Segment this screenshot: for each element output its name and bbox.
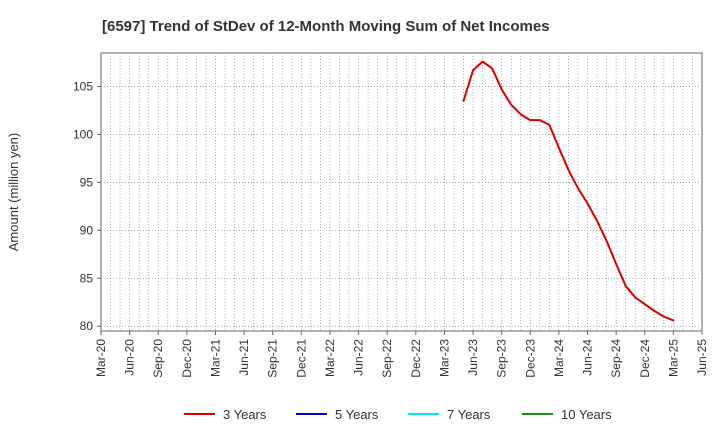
legend: 3 Years 5 Years 7 Years 10 Years: [184, 407, 612, 422]
y-tick-label: 100: [73, 127, 93, 141]
x-tick-label: Jun-20: [123, 339, 137, 376]
y-tick-label: 85: [80, 271, 94, 285]
x-tick-label: Dec-24: [638, 339, 652, 378]
legend-label: 7 Years: [447, 407, 491, 422]
x-tick-label: Mar-20: [94, 339, 108, 377]
x-tick-label: Sep-22: [380, 339, 394, 378]
x-tick-label: Dec-23: [523, 339, 537, 378]
x-axis: Mar-20 Jun-20 Sep-20 Dec-20 Mar-21 Jun-21 Sep-…: [94, 331, 709, 378]
x-tick-label: Mar-21: [208, 339, 222, 377]
x-tick-label: Jun-21: [237, 339, 251, 376]
y-tick-label: 80: [80, 319, 94, 333]
x-tick-label: Jun-22: [352, 339, 366, 376]
x-tick-label: Dec-21: [294, 339, 308, 378]
series-lines: [462, 60, 675, 322]
x-tick-label: Mar-22: [323, 339, 337, 377]
x-tick-label: Mar-23: [437, 339, 451, 377]
grid: [101, 53, 702, 331]
x-tick-label: Sep-24: [609, 339, 623, 378]
x-tick-label: Sep-23: [495, 339, 509, 378]
x-tick-label: Mar-25: [666, 339, 680, 377]
x-tick-label: Jun-24: [581, 339, 595, 376]
legend-label: 5 Years: [335, 407, 379, 422]
x-tick-label: Dec-20: [180, 339, 194, 378]
legend-label: 10 Years: [561, 407, 612, 422]
y-tick-label: 95: [80, 175, 94, 189]
legend-label: 3 Years: [223, 407, 267, 422]
plot-area: [100, 52, 703, 332]
chart-title: [6597] Trend of StDev of 12-Month Moving…: [102, 18, 550, 35]
x-tick-label: Jun-23: [466, 339, 480, 376]
y-tick-label: 90: [80, 223, 94, 237]
x-tick-label: Sep-20: [151, 339, 165, 378]
y-axis: 80 85 90 95 100 105: [73, 80, 101, 333]
y-tick-label: 105: [73, 80, 93, 94]
x-tick-label: Mar-24: [552, 339, 566, 377]
series-line: [462, 60, 675, 322]
y-axis-label: Amount (million yen): [6, 133, 21, 252]
x-tick-label: Dec-22: [409, 339, 423, 378]
x-tick-label: Jun-25: [695, 339, 709, 376]
x-tick-label: Sep-21: [266, 339, 280, 378]
